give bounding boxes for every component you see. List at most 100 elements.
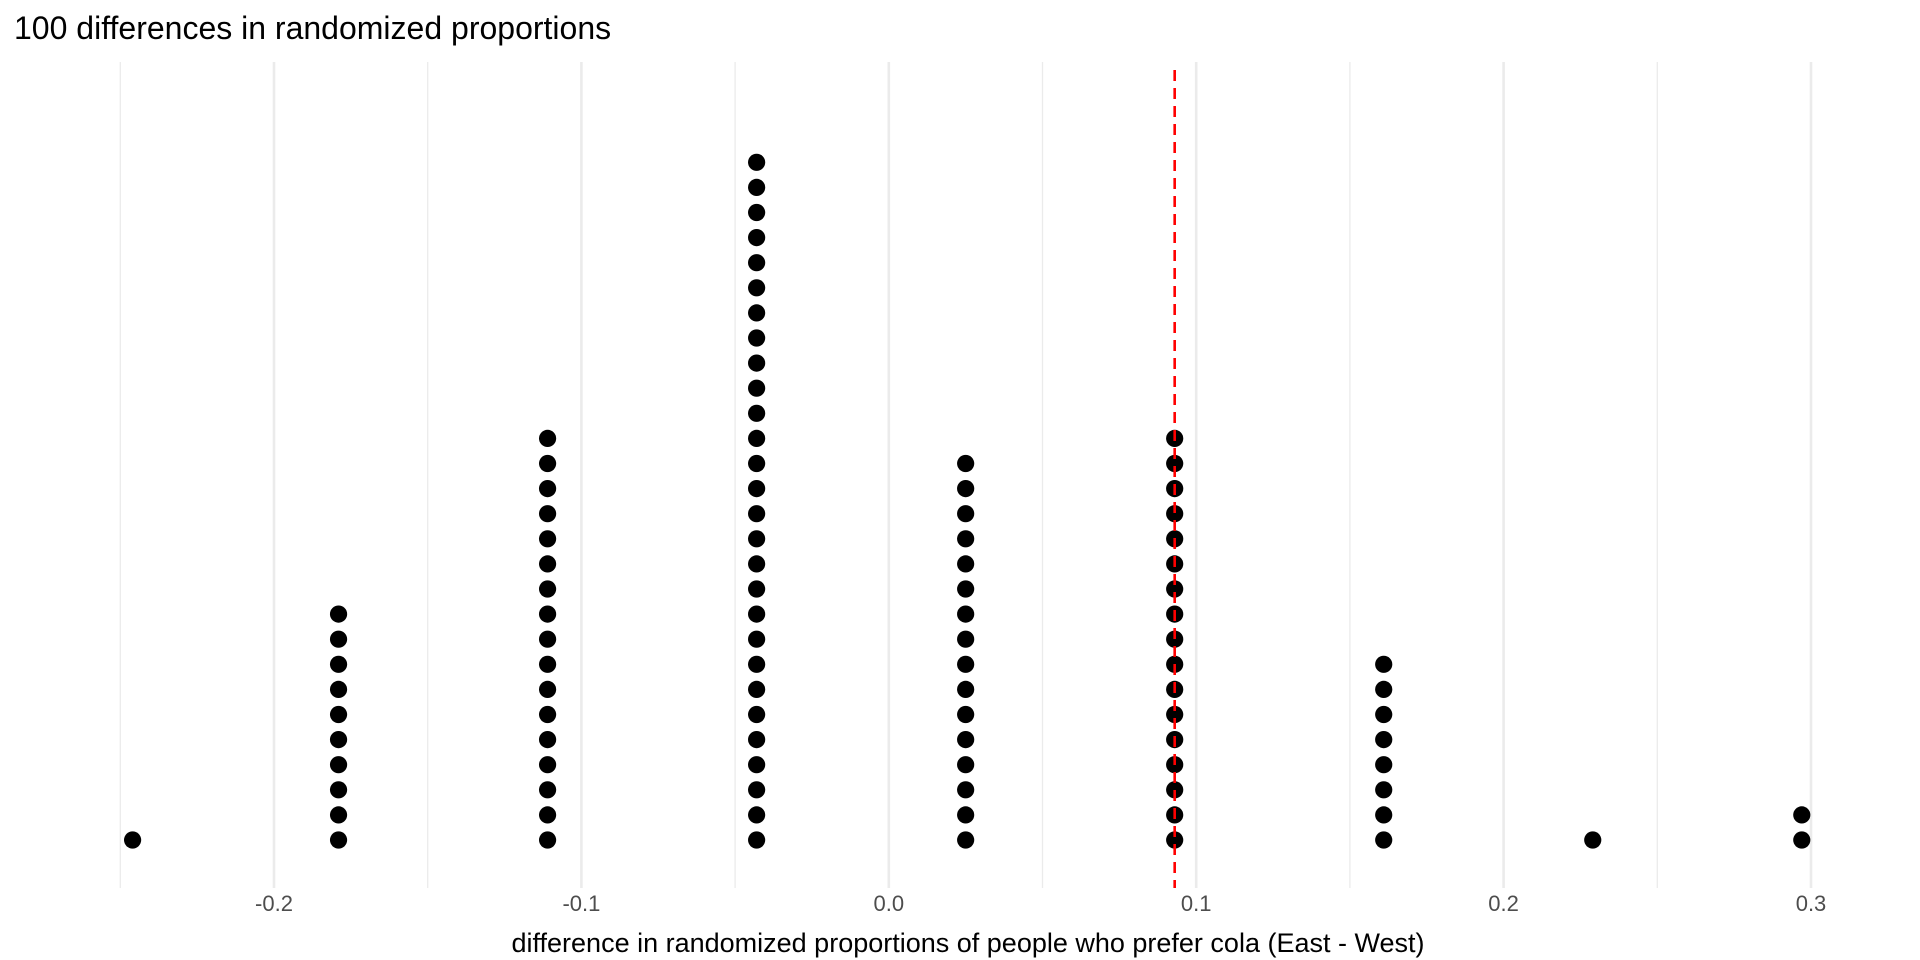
dot-5-15 <box>1166 454 1184 473</box>
dot-2-9 <box>538 605 557 623</box>
dot-2-7 <box>538 655 557 673</box>
dot-3-7 <box>748 655 766 673</box>
dot-4-6 <box>957 680 975 699</box>
dot-6-1 <box>1375 806 1393 824</box>
dot-5-0 <box>1166 831 1184 849</box>
x-tick-label-4: 0.2 <box>1488 891 1519 916</box>
dot-3-11 <box>748 555 766 573</box>
dot-2-15 <box>538 454 557 473</box>
dot-1-7 <box>329 655 348 673</box>
dot-6-0 <box>1375 831 1393 849</box>
dot-6-4 <box>1375 731 1393 749</box>
dot-2-8 <box>538 630 557 648</box>
dot-3-5 <box>748 705 766 724</box>
dot-2-10 <box>538 580 557 598</box>
dot-3-20 <box>748 329 766 347</box>
dot-3-14 <box>748 480 766 498</box>
dot-8-1 <box>1793 806 1811 824</box>
dot-2-1 <box>538 806 557 824</box>
dot-3-1 <box>748 806 766 824</box>
dot-6-7 <box>1375 655 1393 673</box>
dot-4-4 <box>957 731 975 749</box>
dot-4-5 <box>957 705 975 724</box>
dot-3-10 <box>748 580 766 598</box>
dot-3-13 <box>748 505 766 523</box>
dot-3-26 <box>748 178 766 196</box>
dot-3-3 <box>748 756 766 774</box>
dot-4-10 <box>957 580 975 598</box>
dot-3-17 <box>748 404 766 422</box>
dot-1-8 <box>329 630 348 648</box>
dot-3-12 <box>748 530 766 548</box>
data-points <box>123 153 1811 849</box>
dot-2-11 <box>538 555 557 573</box>
dot-4-0 <box>957 831 975 849</box>
x-axis-label: difference in randomized proportions of … <box>512 928 1425 958</box>
dot-3-4 <box>748 731 766 749</box>
dot-5-5 <box>1166 705 1184 724</box>
dot-5-13 <box>1166 505 1184 523</box>
dot-2-14 <box>538 480 557 498</box>
dot-3-16 <box>748 429 766 447</box>
x-tick-label-5: 0.3 <box>1796 891 1827 916</box>
dot-3-23 <box>748 254 766 272</box>
dot-7-0 <box>1584 831 1602 849</box>
chart-title: 100 differences in randomized proportion… <box>14 10 611 46</box>
dot-3-19 <box>748 354 766 372</box>
dot-1-9 <box>329 605 348 623</box>
dot-2-0 <box>538 831 557 849</box>
dot-2-12 <box>538 530 557 548</box>
x-tick-label-2: 0.0 <box>874 891 905 916</box>
dot-4-3 <box>957 756 975 774</box>
dot-0-0 <box>123 831 142 849</box>
dot-3-2 <box>748 781 766 799</box>
x-tick-label-3: 0.1 <box>1181 891 1212 916</box>
dot-2-6 <box>538 680 557 699</box>
dot-4-15 <box>957 454 975 473</box>
dot-1-2 <box>329 781 348 799</box>
dot-3-8 <box>748 630 766 648</box>
dot-6-6 <box>1375 680 1393 699</box>
dot-8-0 <box>1793 831 1811 849</box>
dot-3-6 <box>748 680 766 699</box>
dot-4-14 <box>957 480 975 498</box>
dot-2-13 <box>538 505 557 523</box>
dot-6-5 <box>1375 705 1393 724</box>
x-tick-label-1: -0.1 <box>562 891 600 916</box>
dot-4-13 <box>957 505 975 523</box>
dot-4-1 <box>957 806 975 824</box>
grid-lines <box>119 62 1813 888</box>
dot-4-11 <box>957 555 975 573</box>
dot-2-16 <box>538 429 557 447</box>
dot-5-8 <box>1166 630 1184 648</box>
dot-6-2 <box>1375 781 1393 799</box>
dot-2-3 <box>538 756 557 774</box>
dot-3-24 <box>748 229 766 247</box>
dot-2-4 <box>538 731 557 749</box>
dot-2-2 <box>538 781 557 799</box>
dot-1-0 <box>329 831 348 849</box>
dot-5-2 <box>1166 781 1184 799</box>
dot-3-15 <box>748 454 766 473</box>
dot-3-22 <box>748 279 766 297</box>
x-axis-ticks: -0.2 -0.1 0.0 0.1 0.2 0.3 <box>255 891 1826 916</box>
dot-1-6 <box>329 680 348 699</box>
dot-4-2 <box>957 781 975 799</box>
dot-1-3 <box>329 756 348 774</box>
dot-3-0 <box>748 831 766 849</box>
dot-3-25 <box>748 203 766 222</box>
x-tick-label-0: -0.2 <box>255 891 293 916</box>
dot-3-27 <box>748 153 766 171</box>
dot-4-8 <box>957 630 975 648</box>
dot-4-7 <box>957 655 975 673</box>
dot-2-5 <box>538 705 557 724</box>
dot-4-9 <box>957 605 975 623</box>
dot-3-18 <box>748 379 766 397</box>
dot-1-1 <box>329 806 348 824</box>
dot-4-12 <box>957 530 975 548</box>
dot-1-4 <box>329 731 348 749</box>
dot-5-10 <box>1166 580 1184 598</box>
dot-1-5 <box>329 705 348 724</box>
dot-6-3 <box>1375 756 1393 774</box>
